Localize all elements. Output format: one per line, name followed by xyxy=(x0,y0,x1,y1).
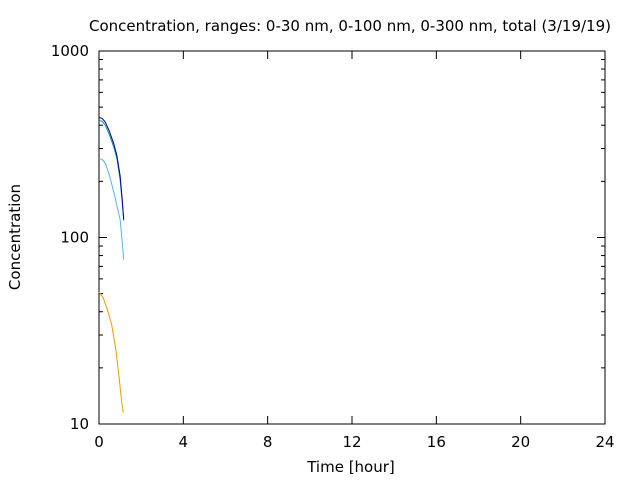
y-axis-label: Concentration xyxy=(6,184,24,290)
y-axis: 10 100 1000 xyxy=(51,42,605,433)
x-tick-label: 12 xyxy=(342,433,361,451)
series-line-1 xyxy=(98,291,124,413)
x-tick-label: 24 xyxy=(595,433,614,451)
plot-frame xyxy=(98,50,606,425)
x-axis: 0 4 8 12 16 20 24 xyxy=(94,51,615,451)
minor-ticks xyxy=(99,59,605,369)
x-tick-label: 20 xyxy=(511,433,530,451)
y-tick-label: 100 xyxy=(60,229,89,247)
x-tick-label: 8 xyxy=(263,433,273,451)
x-tick-label: 0 xyxy=(94,433,104,451)
series-line-4 xyxy=(98,117,125,220)
x-tick-label: 16 xyxy=(427,433,446,451)
x-axis-label: Time [hour] xyxy=(306,458,395,476)
series-line-2 xyxy=(98,158,125,260)
x-tick-label: 4 xyxy=(179,433,189,451)
y-tick-label: 1000 xyxy=(51,42,89,60)
chart-title: Concentration, ranges: 0-30 nm, 0-100 nm… xyxy=(89,17,611,35)
y-tick-label: 10 xyxy=(70,415,89,433)
series-group xyxy=(98,117,125,413)
